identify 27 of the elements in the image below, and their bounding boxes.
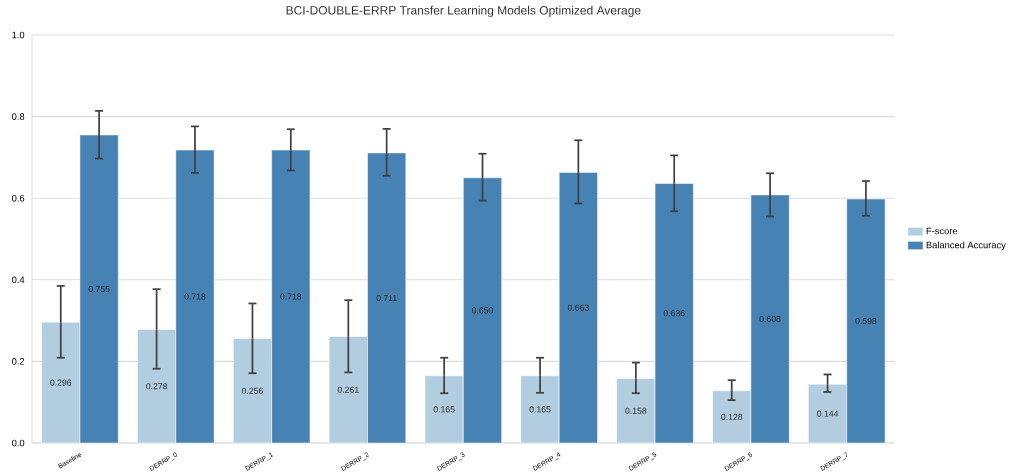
data-label: 0.128 [721,413,743,420]
y-tick-label: 0.6 [12,194,25,202]
data-label: 0.598 [855,317,877,325]
data-label: 0.165 [433,406,455,413]
y-tick-label: 0.8 [12,113,25,120]
data-label: 0.718 [184,293,206,300]
data-label: 0.608 [759,315,781,323]
data-label: 0.636 [663,310,685,317]
data-label: 0.261 [337,386,359,393]
data-label: 0.755 [88,285,110,293]
y-tick-label: 0.2 [12,358,25,365]
y-tick-label: 0.0 [12,439,25,447]
chart-title: BCI-DOUBLE-ERRP Transfer Learning Models Optimized Average [286,5,641,17]
y-tick-label: 0.4 [12,276,25,284]
legend-label: Balanced Accuracy [926,241,1006,251]
legend-label: F-score [926,227,958,235]
data-label: 0.158 [625,407,647,414]
data-label: 0.718 [280,293,302,300]
data-label: 0.256 [241,387,263,394]
y-tick-label: 1.0 [12,31,25,39]
data-label: 0.278 [146,383,168,390]
data-label: 0.165 [529,406,551,413]
data-label: 0.663 [567,304,589,311]
data-label: 0.296 [50,379,72,386]
data-label: 0.711 [376,294,397,302]
data-label: 0.144 [817,410,839,417]
data-label: 0.650 [472,307,494,314]
